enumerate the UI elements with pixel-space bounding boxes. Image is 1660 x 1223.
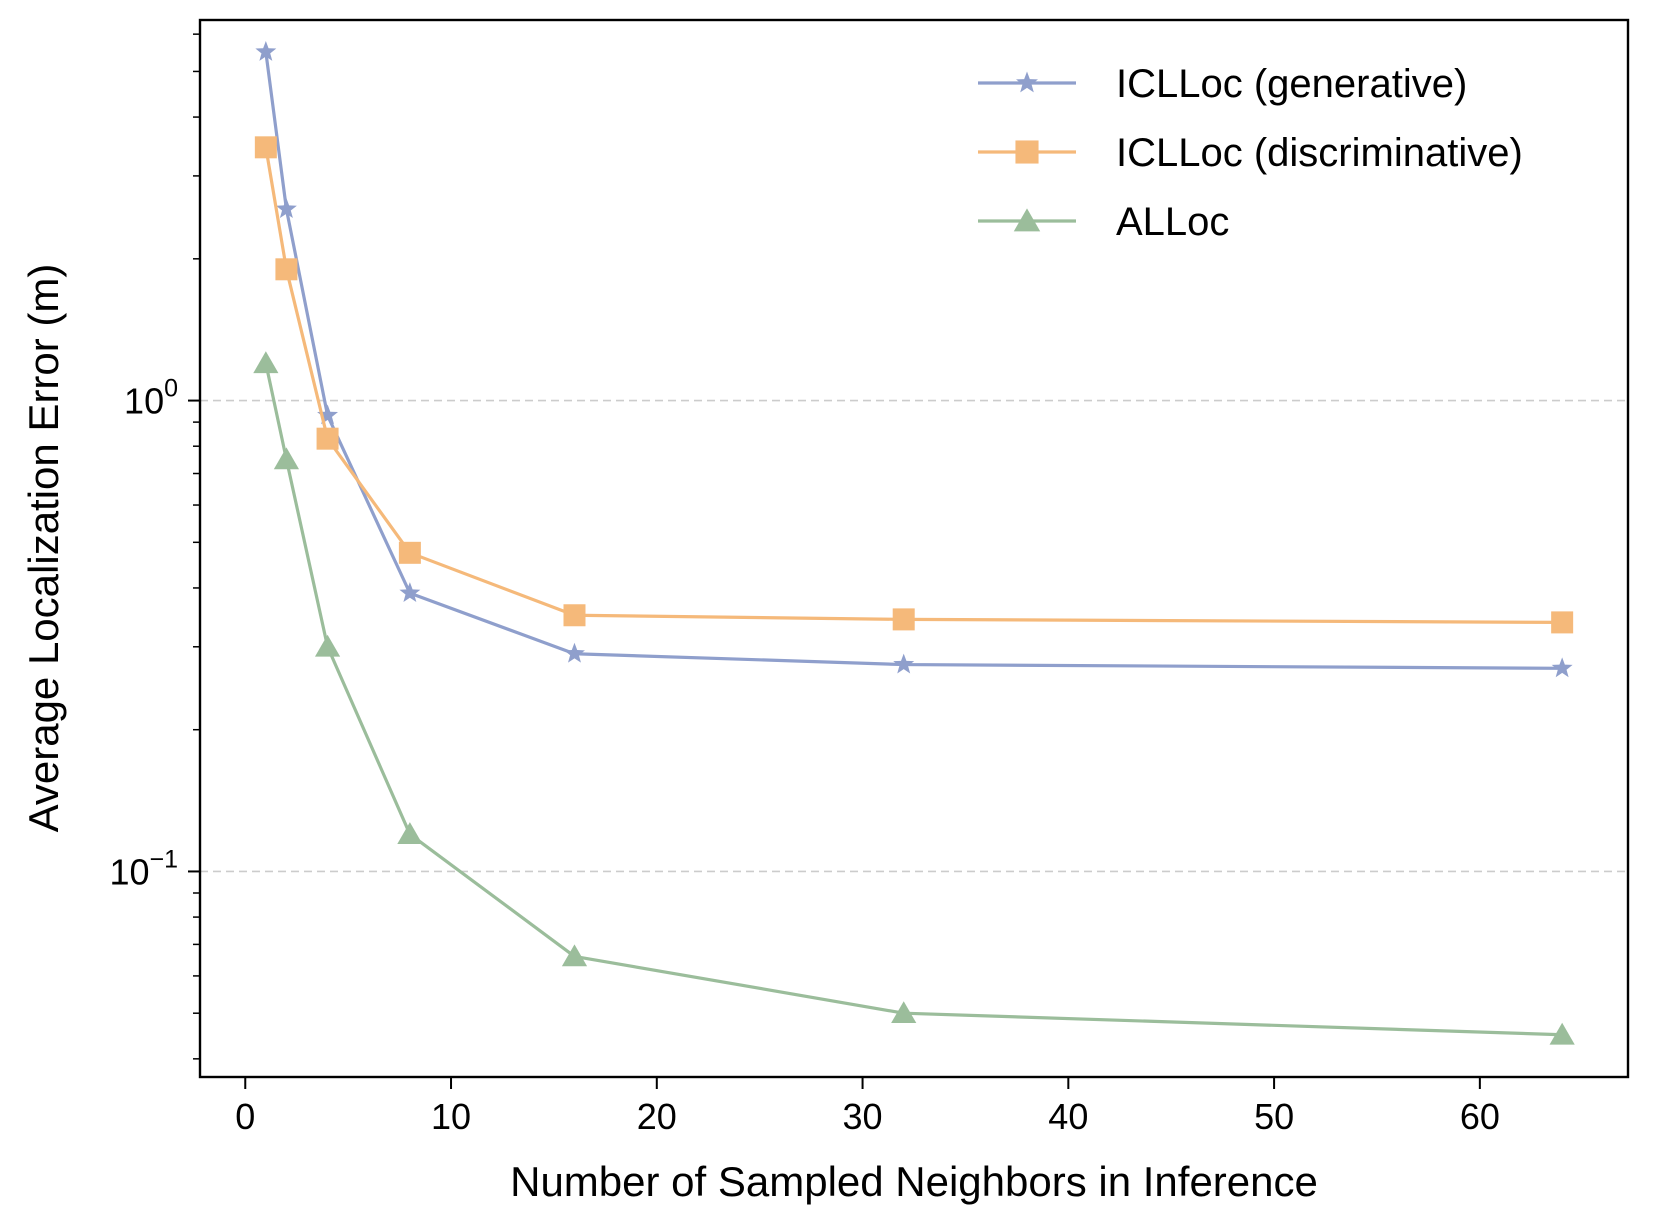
legend-item: ALLoc: [978, 200, 1229, 244]
data-point: [254, 136, 277, 159]
data-point: [275, 258, 298, 281]
legend-item: ICLLoc (generative): [978, 62, 1467, 106]
data-point: [892, 608, 915, 631]
axes: 0 10 20 30 40 50 60 100 10−1: [109, 33, 1500, 1137]
legend: ICLLoc (generative) ICLLoc (discriminativ…: [978, 62, 1523, 244]
data-point: [398, 541, 421, 564]
data-point: [253, 351, 279, 374]
legend-label: ICLLoc (discriminative): [1116, 131, 1523, 175]
series-2: [253, 351, 1575, 1045]
data-point: [399, 582, 421, 603]
data-point: [1549, 1022, 1575, 1045]
data-point: [893, 653, 915, 674]
legend-item: ICLLoc (discriminative): [978, 131, 1523, 175]
series-lines: [253, 40, 1575, 1045]
data-point: [314, 634, 341, 657]
data-point: [563, 604, 586, 627]
x-tick-label: 0: [235, 1096, 255, 1137]
data-point: [317, 404, 339, 425]
x-tick-label: 50: [1254, 1096, 1294, 1137]
x-tick-label: 30: [843, 1096, 883, 1137]
y-tick-label: 10−1: [109, 845, 178, 892]
data-point: [891, 1001, 917, 1024]
data-point: [1551, 657, 1573, 678]
data-point: [316, 427, 339, 450]
data-point: [255, 40, 277, 61]
data-point: [397, 822, 423, 845]
data-point: [1551, 611, 1574, 634]
series-0: [255, 40, 1573, 678]
y-tick-label: 100: [124, 375, 178, 422]
data-point: [564, 642, 585, 663]
data-point: [273, 447, 300, 470]
plot-frame: [198, 18, 1630, 1079]
legend-marker: [1013, 208, 1041, 232]
x-tick-label: 10: [431, 1096, 471, 1137]
x-tick-label: 40: [1048, 1096, 1088, 1137]
x-axis-label: Number of Sampled Neighbors in Inference: [510, 1158, 1318, 1205]
data-point: [561, 944, 588, 967]
x-tick-label: 20: [637, 1096, 677, 1137]
legend-label: ICLLoc (generative): [1116, 62, 1467, 106]
x-tick-label: 60: [1460, 1096, 1500, 1137]
legend-marker: [1015, 140, 1039, 164]
gridlines: [200, 399, 1628, 873]
legend-label: ALLoc: [1116, 200, 1229, 244]
legend-marker: [1016, 71, 1038, 93]
y-axis-label: Average Localization Error (m): [20, 264, 67, 833]
series-1: [254, 136, 1574, 634]
data-point: [275, 198, 297, 219]
